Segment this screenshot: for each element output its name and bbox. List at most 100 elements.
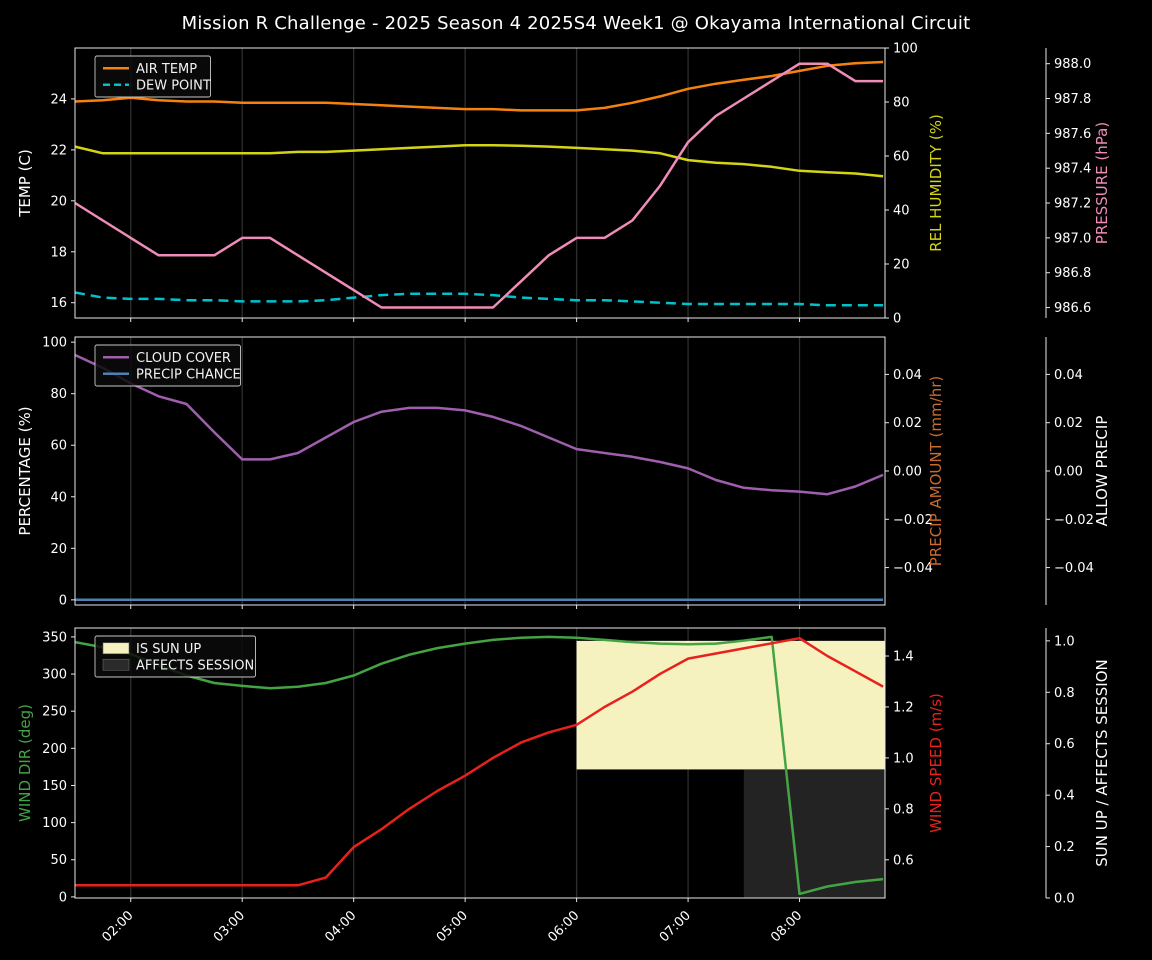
series-cloud-cover [74,353,884,496]
axis-label-rel-humidity: REL HUMIDITY (%) [927,114,945,252]
y-tick-label: 0.00 [1054,465,1083,480]
legend-swatch-affects-session [102,658,130,671]
y-tick-label: 80 [50,387,67,402]
y-tick-label: 988.0 [1054,57,1091,72]
y-tick-label: 300 [42,668,67,683]
y-tick-label: 250 [42,705,67,720]
series-dew-point [74,291,884,307]
legend-label-affects-session: AFFECTS SESSION [136,658,254,673]
y-tick-label: 0.04 [893,368,922,383]
legend-box [94,344,241,387]
y-tick-label: 0.04 [1054,368,1083,383]
y-tick-label: 20 [893,258,910,273]
legend-label-cloud-cover: CLOUD COVER [136,351,231,366]
series-pressure [74,62,884,309]
y-tick-label: 40 [893,204,910,219]
chart-title: Mission R Challenge - 2025 Season 4 2025… [181,13,971,34]
y-tick-label: 0.2 [1054,840,1075,855]
y-tick-label: 60 [893,150,910,165]
panel-wind-sun-panel: 0 50 100 150 200 250 300 350 0.6 0.8 1.0 1.2 1.4 0.0 0… [16,627,1111,945]
axis-label-allow-precip: ALLOW PRECIP [1093,416,1111,527]
series-rel-humidity [74,143,884,178]
region-is-sun-up [576,640,885,770]
region-affects-session [743,769,885,898]
y-tick-label: 0.02 [1054,416,1083,431]
x-tick-label: 08:00 [768,908,805,945]
series-wind-speed [75,636,884,887]
y-tick-label: 0.6 [893,853,914,868]
y-tick-label: 22 [50,143,67,158]
y-tick-label: 60 [50,439,67,454]
y-tick-label: 100 [42,816,67,831]
y-tick-label: 150 [42,779,67,794]
x-tick-label: 05:00 [434,908,471,945]
y-tick-label: 1.0 [1054,634,1075,649]
plot-border [74,627,886,899]
y-tick-label: 80 [893,96,910,111]
y-tick-label: 0.6 [1054,737,1075,752]
y-tick-label: 350 [42,630,67,645]
y-tick-label: 20 [50,542,67,557]
x-tick-label: 02:00 [99,908,136,945]
y-tick-label: 1.2 [893,700,914,715]
y-tick-label: 0.00 [893,465,922,480]
y-tick-label: 986.8 [1054,266,1091,281]
x-tick-label: 07:00 [657,908,694,945]
y-tick-label: 0.0 [1054,892,1075,907]
y-tick-label: 0 [893,312,901,327]
y-tick-label: 100 [893,42,918,57]
axis-label-wind-speed-m-s: WIND SPEED (m/s) [927,693,945,833]
series-air-temp [74,60,884,112]
y-tick-label: 18 [50,245,67,260]
y-tick-label: 0.8 [893,802,914,817]
y-tick-label: −0.04 [1054,561,1094,576]
y-tick-label: 0.4 [1054,789,1075,804]
y-tick-label: 24 [50,92,67,107]
y-tick-label: 16 [50,296,67,311]
y-tick-label: 1.4 [893,650,914,665]
y-tick-label: 987.4 [1054,162,1091,177]
legend-label-is-sun-up: IS SUN UP [136,642,201,657]
y-tick-label: 0.02 [893,416,922,431]
y-tick-label: 987.2 [1054,197,1091,212]
y-tick-label: 20 [50,194,67,209]
y-tick-label: 0.8 [1054,686,1075,701]
axis-label-percentage: PERCENTAGE (%) [16,406,34,535]
y-tick-label: −0.02 [1054,513,1094,528]
y-tick-label: 100 [42,336,67,351]
y-tick-label: 200 [42,742,67,757]
panel-temp-humidity-pressure-panel: 16 18 20 22 24 0 20 40 60 80 100 986.6 986.8 987.0 987… [16,42,1111,327]
axis-label-temp-c: TEMP (C) [16,149,34,218]
y-tick-label: 0 [59,593,67,608]
y-tick-label: −0.04 [893,561,933,576]
legend-swatch-is-sun-up [102,642,130,655]
y-tick-label: 987.6 [1054,127,1091,142]
legend-box [94,635,256,678]
y-tick-label: 986.6 [1054,301,1091,316]
panel-cloud-precip-panel: 0 20 40 60 80 100 −0.04 −0.02 0.00 0.02 0.04 −0.04 −… [16,336,1111,609]
y-tick-label: 987.8 [1054,92,1091,107]
axis-label-sun-up-affects-session: SUN UP / AFFECTS SESSION [1093,659,1111,867]
y-tick-label: 987.0 [1054,231,1091,246]
axis-label-precip-amount-mm-hr: PRECIP AMOUNT (mm/hr) [927,376,945,566]
x-tick-label: 03:00 [211,908,248,945]
plot-border [74,47,886,319]
y-tick-label: 50 [50,853,67,868]
legend-label-air-temp: AIR TEMP [136,62,197,77]
y-tick-label: 40 [50,490,67,505]
axis-label-pressure-hpa: PRESSURE (hPa) [1093,122,1111,244]
y-tick-label: −0.02 [893,513,933,528]
series-wind-dir [74,635,884,896]
legend-box [94,55,211,98]
x-tick-label: 04:00 [322,908,359,945]
x-tick-label: 06:00 [545,908,582,945]
y-tick-label: 0 [59,890,67,905]
legend-label-precip-chance: PRECIP CHANCE [136,367,241,382]
y-tick-label: 1.0 [893,751,914,766]
legend-label-dew-point: DEW POINT [136,78,211,93]
